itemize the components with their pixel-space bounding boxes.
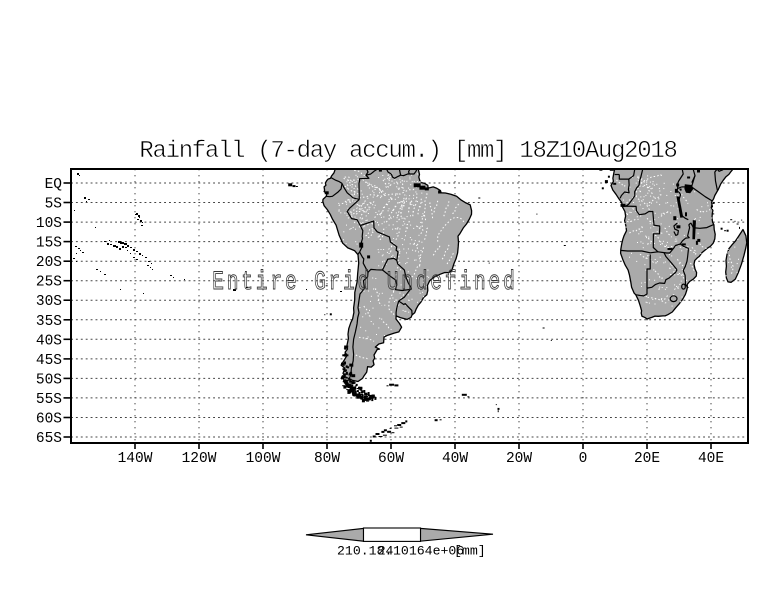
svg-text:Entire Grid Undefined: Entire Grid Undefined (212, 267, 517, 298)
svg-text:10S: 10S (36, 216, 62, 232)
svg-text:15S: 15S (36, 236, 62, 252)
svg-text:45S: 45S (36, 353, 62, 369)
svg-text:120W: 120W (182, 451, 217, 467)
svg-text:35S: 35S (36, 314, 62, 330)
svg-text:80W: 80W (314, 451, 340, 467)
svg-text:65S: 65S (36, 431, 62, 447)
svg-text:.: . (385, 544, 393, 559)
svg-text:25S: 25S (36, 275, 62, 291)
svg-text:210.1: 210.1 (337, 544, 377, 559)
svg-text:5S: 5S (45, 197, 62, 213)
svg-text:10164e+06: 10164e+06 (393, 544, 464, 559)
svg-text:EQ: EQ (45, 177, 63, 193)
svg-text:0: 0 (579, 451, 588, 467)
svg-text:40E: 40E (698, 451, 724, 467)
svg-text:2: 2 (378, 544, 386, 559)
svg-text:40W: 40W (442, 451, 468, 467)
svg-text:60S: 60S (36, 412, 62, 428)
svg-text:20E: 20E (634, 451, 660, 467)
svg-text:[mm]: [mm] (454, 544, 486, 559)
svg-text:55S: 55S (36, 392, 62, 408)
svg-text:60W: 60W (378, 451, 404, 467)
svg-text:20W: 20W (506, 451, 532, 467)
svg-text:140W: 140W (118, 451, 153, 467)
svg-text:Rainfall (7-day accum.) [mm] 1: Rainfall (7-day accum.) [mm] 18Z10Aug201… (139, 138, 676, 165)
svg-text:8: 8 (377, 544, 385, 559)
svg-text:20S: 20S (36, 255, 62, 271)
svg-text:50S: 50S (36, 372, 62, 388)
svg-text:4: 4 (386, 544, 394, 559)
svg-text:30S: 30S (36, 294, 62, 310)
svg-text:40S: 40S (36, 333, 62, 349)
svg-text:100W: 100W (246, 451, 281, 467)
